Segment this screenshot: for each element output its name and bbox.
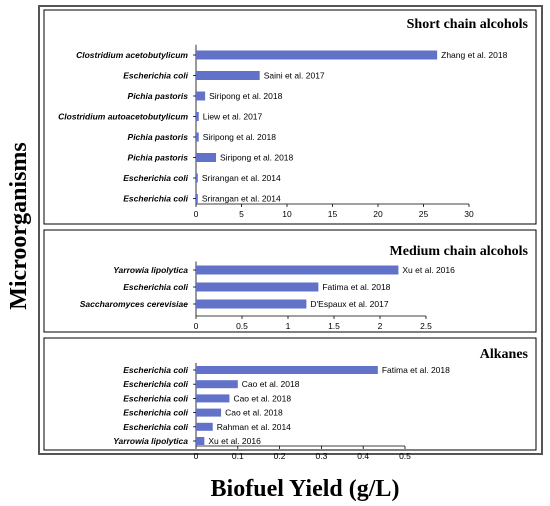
- x-axis-label: Biofuel Yield (g/L): [211, 476, 400, 502]
- x-tick-label: 2.5: [420, 321, 432, 331]
- x-tick-label: 0.4: [357, 451, 369, 461]
- category-label: Escherichia coli: [123, 282, 188, 292]
- data-label: Fatima et al. 2018: [322, 282, 390, 292]
- x-tick-label: 0.5: [399, 451, 411, 461]
- x-tick-label: 5: [239, 209, 244, 219]
- x-tick-label: 0: [194, 321, 199, 331]
- panel-title: Short chain alcohols: [407, 17, 529, 32]
- panel-title: Medium chain alcohols: [390, 244, 529, 259]
- bar: [196, 437, 205, 445]
- bar: [196, 408, 222, 417]
- data-label: Rahman et al. 2014: [217, 422, 291, 432]
- data-label: Zhang et al. 2018: [441, 50, 507, 60]
- bar: [196, 380, 238, 389]
- category-label: Escherichia coli: [123, 173, 188, 183]
- panel-title: Alkanes: [480, 347, 529, 362]
- data-label: Srirangan et al. 2014: [202, 173, 281, 183]
- panel-2: Medium chain alcohols 0 0.5 1 1.5 2 2.5 Yarrowi…: [43, 229, 537, 333]
- bar: [196, 282, 319, 292]
- x-tick-label: 1: [286, 321, 291, 331]
- x-tick-label: 30: [464, 209, 474, 219]
- category-label: Escherichia coli: [123, 422, 188, 432]
- data-label: Siripong et al. 2018: [209, 91, 283, 101]
- data-label: Liew et al. 2017: [203, 112, 263, 122]
- y-axis-label: Microorganisms: [6, 142, 32, 310]
- category-label: Escherichia coli: [123, 379, 188, 389]
- bar: [196, 112, 199, 121]
- category-label: Escherichia coli: [123, 71, 188, 81]
- category-label: Escherichia coli: [123, 393, 188, 403]
- bar: [196, 71, 260, 80]
- x-tick-label: 1.5: [328, 321, 340, 331]
- data-label: Cao et al. 2018: [225, 408, 283, 418]
- bar: [196, 265, 399, 275]
- x-tick-label: 0.1: [232, 451, 244, 461]
- bar: [196, 299, 307, 309]
- data-label: Xu et al. 2016: [402, 265, 455, 275]
- x-tick-label: 0.5: [236, 321, 248, 331]
- category-label: Escherichia coli: [123, 365, 188, 375]
- bar: [196, 422, 213, 431]
- panel-frame: [43, 9, 537, 225]
- data-label: Saini et al. 2017: [264, 71, 325, 81]
- data-label: Cao et al. 2018: [242, 379, 300, 389]
- data-label: Cao et al. 2018: [233, 393, 291, 403]
- data-label: Fatima et al. 2018: [382, 365, 450, 375]
- x-tick-label: 0: [194, 451, 199, 461]
- category-label: Clostridium autoacetobutylicum: [58, 112, 188, 122]
- bar: [196, 153, 217, 162]
- bar: [196, 194, 198, 203]
- panel-1: Short chain alcohols 0 5 10 15 20 25 30 Clostrid…: [43, 9, 537, 225]
- data-label: Siripong et al. 2018: [220, 153, 294, 163]
- figure-frame: [38, 5, 543, 455]
- panel-frame: [43, 229, 537, 333]
- x-tick-label: 2: [378, 321, 383, 331]
- bar: [196, 394, 230, 403]
- x-tick-label: 15: [328, 209, 338, 219]
- bar: [196, 173, 198, 183]
- data-label: Siripong et al. 2018: [203, 132, 277, 142]
- bar: [196, 91, 206, 101]
- category-label: Pichia pastoris: [128, 153, 189, 163]
- category-label: Pichia pastoris: [128, 132, 189, 142]
- x-tick-label: 0.3: [315, 451, 327, 461]
- category-label: Escherichia coli: [123, 194, 188, 204]
- x-tick-label: 20: [373, 209, 383, 219]
- data-label: D'Espaux et al. 2017: [310, 299, 388, 309]
- x-tick-label: 25: [419, 209, 429, 219]
- bar: [196, 366, 378, 374]
- category-label: Saccharomyces cerevisiae: [80, 299, 188, 309]
- bar: [196, 50, 438, 60]
- x-tick-label: 10: [282, 209, 292, 219]
- category-label: Clostridium acetobutylicum: [76, 50, 188, 60]
- x-tick-label: 0: [194, 209, 199, 219]
- panel-3: Alkanes 0 0.1 0.2 0.3 0.4 0.5 Escherichia coli F…: [43, 337, 537, 461]
- x-tick-label: 0.2: [274, 451, 286, 461]
- bar: [196, 132, 199, 142]
- category-label: Pichia pastoris: [128, 91, 189, 101]
- category-label: Yarrowia lipolytica: [113, 436, 188, 446]
- data-label: Xu et al. 2016: [208, 436, 261, 446]
- panel-frame: [43, 337, 537, 451]
- category-label: Escherichia coli: [123, 408, 188, 418]
- data-label: Srirangan et al. 2014: [202, 194, 281, 204]
- category-label: Yarrowia lipolytica: [113, 265, 188, 275]
